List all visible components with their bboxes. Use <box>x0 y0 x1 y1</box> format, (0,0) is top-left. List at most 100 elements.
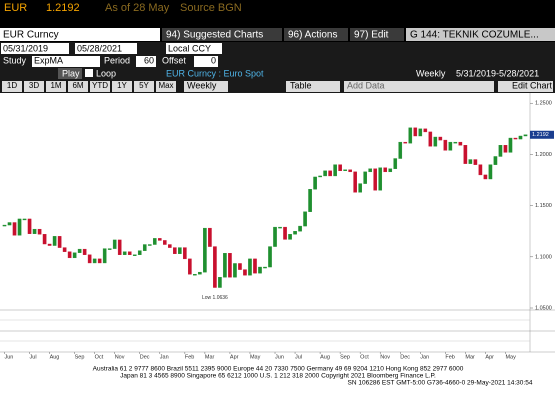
range-button[interactable] <box>156 81 176 92</box>
range-label[interactable]: 1Y <box>117 81 127 90</box>
candle <box>22 218 27 221</box>
x-tick-label: Sep <box>340 354 350 360</box>
range-label[interactable]: 1M <box>50 81 61 90</box>
candle <box>82 248 87 255</box>
button-label[interactable]: 97) Edit <box>354 30 389 41</box>
candle <box>57 236 62 248</box>
range-button[interactable] <box>134 81 154 92</box>
last-price-label: 1.2192 <box>532 132 549 138</box>
candle <box>87 254 92 264</box>
start-date[interactable]: 05/31/2019 <box>3 43 48 53</box>
candle <box>473 159 478 165</box>
offset[interactable]: 0 <box>211 55 216 65</box>
range-label[interactable]: YTD <box>92 81 108 90</box>
candle <box>453 141 458 144</box>
range-label[interactable]: 5Y <box>139 81 149 90</box>
candle <box>97 258 102 264</box>
range-button[interactable] <box>46 81 66 92</box>
input[interactable] <box>136 56 156 67</box>
button-label[interactable]: 96) Actions <box>288 30 337 41</box>
study[interactable]: ExpMA <box>34 55 63 65</box>
range-label[interactable]: 6M <box>72 81 83 90</box>
x-tick-label: Feb <box>185 354 194 360</box>
range-label[interactable]: 3D <box>29 81 39 90</box>
footer-line: Australia 61 2 9777 8600 Brazil 5511 239… <box>93 366 464 373</box>
edit-chart[interactable]: Edit Chart <box>512 80 553 90</box>
candle <box>428 131 433 147</box>
y-tick-label: 1.1000 <box>535 254 552 260</box>
candle <box>52 236 57 246</box>
candle <box>298 225 302 232</box>
button[interactable] <box>162 28 282 41</box>
input[interactable] <box>1 43 69 54</box>
security-box[interactable] <box>0 28 160 41</box>
candle <box>338 164 342 172</box>
x-tick-label: Nov <box>115 354 125 360</box>
candle <box>313 176 317 190</box>
label: Period <box>104 55 130 65</box>
candle <box>353 171 357 193</box>
select[interactable] <box>32 56 100 67</box>
loop[interactable]: Loop <box>96 68 116 78</box>
candle <box>498 145 503 157</box>
candle <box>77 248 82 253</box>
range-label[interactable]: 1D <box>7 81 17 90</box>
candle <box>363 171 367 184</box>
candle <box>433 136 438 147</box>
as-of: As of 28 May <box>105 2 170 14</box>
x-tick-label: Feb <box>445 354 454 360</box>
candle <box>218 277 222 288</box>
button[interactable] <box>286 81 340 92</box>
button[interactable] <box>58 68 82 79</box>
x-tick-label: Apr <box>230 354 239 360</box>
y-tick-label: 1.2500 <box>535 101 552 107</box>
frequency: Weekly <box>416 68 446 78</box>
security[interactable]: EUR Curncy <box>3 30 59 41</box>
candle <box>393 158 398 169</box>
candle <box>152 238 157 245</box>
candle <box>238 263 242 270</box>
input[interactable] <box>194 56 218 67</box>
button[interactable] <box>498 81 553 92</box>
candle <box>37 228 42 235</box>
x-tick-label: May <box>250 354 261 360</box>
candle <box>343 169 347 172</box>
candle <box>92 258 97 264</box>
currency[interactable]: Local CCY <box>168 43 211 53</box>
input[interactable] <box>344 81 494 92</box>
x-tick-label: Apr <box>485 354 494 360</box>
checkbox[interactable] <box>85 69 93 77</box>
range-button[interactable] <box>68 81 88 92</box>
range-button[interactable] <box>112 81 132 92</box>
add-data[interactable]: Add Data <box>347 80 385 90</box>
range-button[interactable] <box>2 81 22 92</box>
candle <box>193 274 197 276</box>
select[interactable] <box>184 81 228 92</box>
range-label[interactable]: Max <box>158 81 173 90</box>
candle <box>268 246 272 268</box>
last-price-tag <box>530 130 554 139</box>
button[interactable] <box>350 28 404 41</box>
candle <box>503 145 508 153</box>
candle <box>518 135 523 140</box>
candle <box>17 218 22 236</box>
candle <box>173 247 177 254</box>
end-date[interactable]: 05/28/2021 <box>77 43 122 53</box>
table[interactable]: Table <box>290 80 312 90</box>
y-tick-label: 1.2000 <box>535 152 552 158</box>
range-button[interactable] <box>24 81 44 92</box>
play[interactable]: Play <box>62 68 80 78</box>
select[interactable] <box>166 43 222 54</box>
period[interactable]: 60 <box>144 55 154 65</box>
candle <box>183 247 187 260</box>
frequency-select[interactable]: Weekly <box>187 80 217 90</box>
candle <box>293 231 297 235</box>
range-button[interactable] <box>90 81 110 92</box>
annotation: Low 1.0636 <box>202 295 228 301</box>
button[interactable] <box>284 28 348 41</box>
input[interactable] <box>75 43 137 54</box>
button-label[interactable]: 94) Suggested Charts <box>166 30 263 41</box>
candle <box>2 224 7 227</box>
